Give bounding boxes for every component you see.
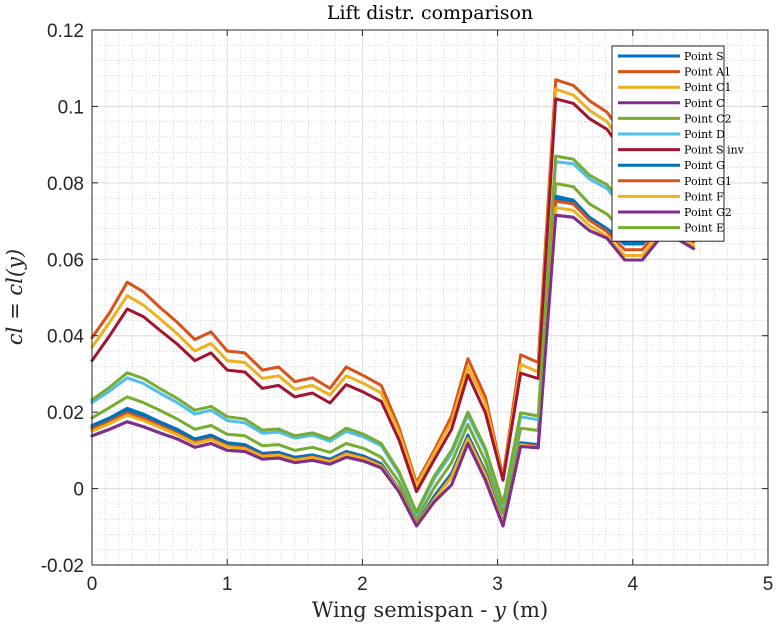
- x-tick-label: 4: [628, 574, 639, 595]
- y-tick-label: -0.02: [41, 556, 84, 577]
- y-tick-label: 0.08: [47, 174, 84, 195]
- series-line-point-s-inv: [90, 97, 696, 494]
- y-tick-label: 0.1: [58, 97, 84, 118]
- legend-label-point-c1: Point C1: [684, 81, 732, 94]
- x-axis-ticks: 0 1 2 3 4 5: [87, 30, 774, 595]
- series-lines: [90, 78, 696, 528]
- y-tick-label: 0.06: [47, 250, 84, 271]
- series-line-point-g2: [90, 213, 696, 528]
- x-axis-label-variable: y: [493, 598, 507, 622]
- y-axis-ticks: -0.02 0 0.02 0.04 0.06 0.08 0.1 0.12: [41, 21, 768, 577]
- series-line-point-e: [90, 154, 696, 514]
- legend[interactable]: Point S Point A1 Point C1 Point C Point C2 Po…: [611, 45, 745, 242]
- series-line-point-c2: [90, 182, 696, 522]
- x-tick-label: 3: [492, 574, 503, 595]
- series-line-point-a1: [90, 78, 696, 485]
- x-tick-label: 5: [763, 574, 774, 595]
- legend-label-point-g: Point G: [684, 159, 725, 172]
- y-tick-label: 0.02: [47, 403, 84, 424]
- legend-label-point-s-inv: Point S inv: [684, 144, 745, 157]
- y-axis-label: cl = cl(y): [3, 249, 27, 345]
- legend-label-point-s: Point S: [684, 50, 724, 63]
- x-tick-label: 2: [357, 574, 368, 595]
- legend-label-point-g1: Point G1: [684, 175, 732, 188]
- x-axis-label: Wing semispan - y (m): [312, 598, 548, 622]
- y-tick-label: 0: [73, 480, 84, 501]
- series-line-point-c1: [90, 87, 696, 487]
- chart-title: Lift distr. comparison: [327, 2, 533, 24]
- legend-label-point-d: Point D: [684, 128, 725, 141]
- x-axis-label-unit: (m): [512, 598, 548, 622]
- x-axis-label-text: Wing semispan -: [312, 598, 494, 622]
- legend-label-point-e: Point E: [684, 222, 724, 235]
- x-tick-label: 0: [87, 574, 98, 595]
- legend-label-point-f: Point F: [684, 190, 724, 203]
- minor-grid: [92, 30, 768, 565]
- legend-label-point-g2: Point G2: [684, 206, 732, 219]
- y-tick-label: 0.04: [47, 327, 84, 348]
- x-tick-label: 1: [222, 574, 233, 595]
- y-tick-label: 0.12: [47, 21, 84, 42]
- legend-label-point-a1: Point A1: [684, 66, 731, 79]
- legend-label-point-c: Point C: [684, 97, 725, 110]
- legend-box: [611, 45, 725, 242]
- plot-frame: [91, 29, 769, 566]
- legend-label-point-c2: Point C2: [684, 112, 732, 125]
